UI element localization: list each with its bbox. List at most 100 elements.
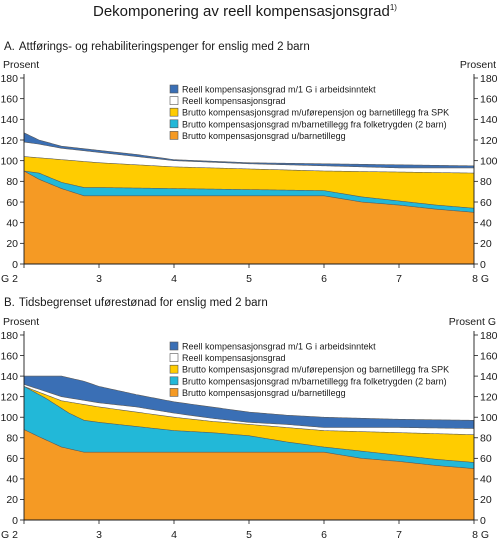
y-tick-label-right: 100 <box>480 412 498 424</box>
legend-swatch <box>169 388 179 397</box>
y-tick-label-left: 120 <box>0 135 18 147</box>
y-tick-label-right: 120 <box>480 391 498 403</box>
x-tick-label: 4 <box>171 273 177 285</box>
y-tick-label-left: 40 <box>6 474 18 486</box>
legend-swatch <box>169 364 179 374</box>
panel-a: A. Attførings- og rehabiliteringspenger f… <box>0 41 497 285</box>
x-tick-label: G 2 <box>1 273 18 285</box>
series-boundary-line <box>24 375 475 421</box>
x-tick-label: G 2 <box>1 529 18 541</box>
y-tick-label-right: 80 <box>480 433 492 445</box>
x-tick-label: 3 <box>96 529 102 541</box>
y-tick-label-right: 0 <box>480 515 486 527</box>
legend-label: Brutto kompensasjonsgrad m/uførepensjon … <box>182 108 449 118</box>
x-tick-label: 7 <box>396 273 402 285</box>
x-tick-label: 6 <box>321 273 327 285</box>
legend: Reell kompensasjonsgrad m/1 G i arbeidsi… <box>169 341 449 398</box>
x-tick-label: 7 <box>396 529 402 541</box>
y-tick-label-left: 100 <box>0 412 18 424</box>
y-tick-label-left: 60 <box>6 453 18 465</box>
y-tick-label-right: 140 <box>480 114 498 126</box>
series-area <box>24 171 474 264</box>
legend-label: Reell kompensasjonsgrad <box>182 353 286 363</box>
panel-title: A. Attførings- og rehabiliteringspenger f… <box>4 41 310 53</box>
y-tick-label-right: 0 <box>480 259 486 271</box>
legend-swatch <box>169 131 179 140</box>
figure-title: Dekomponering av reell kompensasjonsgrad… <box>93 3 397 20</box>
x-tick-label: 3 <box>96 273 102 285</box>
legend-swatch <box>169 96 179 105</box>
x-tick-label: 8 G <box>472 273 489 285</box>
series-area <box>24 429 474 520</box>
legend-swatch <box>169 341 179 351</box>
y-tick-label-right: 60 <box>480 453 492 465</box>
series-boundary-line <box>23 386 475 463</box>
x-tick-label: 6 <box>321 529 327 541</box>
legend: Reell kompensasjonsgrad m/1 G i arbeidsi… <box>169 84 449 141</box>
panel-label: A. <box>4 41 15 53</box>
y-tick-label-left: 20 <box>6 238 18 250</box>
y-tick-label-right: 40 <box>480 217 492 229</box>
y-tick-label-right: 80 <box>480 176 492 188</box>
figure-title-note: 1) <box>390 3 397 12</box>
series-boundary-line <box>23 141 474 169</box>
y-tick-label-right: 120 <box>480 135 498 147</box>
series-boundary-line <box>23 170 475 213</box>
panel-b: B. Tidsbegrenset uførestønad for enslig m… <box>0 297 497 541</box>
y-tick-label-right: 180 <box>480 73 498 85</box>
y-tick-label-left: 0 <box>12 259 18 271</box>
y-axis-left-label: Prosent <box>3 59 39 71</box>
legend-swatch <box>169 119 179 129</box>
legend-label: Brutto kompensasjonsgrad u/barnetillegg <box>182 131 346 141</box>
y-axis-right-label: Prosent G <box>449 316 496 328</box>
y-tick-label-right: 140 <box>480 371 498 383</box>
legend-label: Reell kompensasjonsgrad m/1 G i arbeidsi… <box>182 342 376 352</box>
y-tick-label-left: 80 <box>6 433 18 445</box>
y-tick-label-left: 160 <box>0 350 18 362</box>
y-tick-label-left: 40 <box>6 217 18 229</box>
legend-swatch <box>169 107 179 117</box>
series-boundary-line <box>23 156 475 174</box>
series-boundary-line <box>23 429 475 469</box>
y-tick-label-right: 40 <box>480 474 492 486</box>
y-tick-label-left: 140 <box>0 371 18 383</box>
y-tick-label-right: 180 <box>480 330 498 342</box>
legend-swatch <box>169 84 179 94</box>
y-tick-label-left: 60 <box>6 197 18 209</box>
y-tick-label-right: 160 <box>480 350 498 362</box>
x-tick-label: 4 <box>171 529 177 541</box>
y-tick-label-left: 180 <box>0 330 18 342</box>
x-tick-label: 5 <box>246 529 252 541</box>
series-boundary-line <box>23 170 475 209</box>
legend-swatch <box>169 353 179 362</box>
y-tick-label-left: 140 <box>0 114 18 126</box>
y-tick-label-left: 180 <box>0 73 18 85</box>
panel-title: B. Tidsbegrenset uførestønad for enslig m… <box>4 297 268 309</box>
series-boundary-line <box>23 384 475 429</box>
legend-swatch <box>169 376 179 386</box>
series-boundary-line <box>23 386 475 435</box>
legend-label: Brutto kompensasjonsgrad u/barnetillegg <box>182 388 346 398</box>
y-tick-label-left: 80 <box>6 176 18 188</box>
y-tick-label-right: 20 <box>480 238 492 250</box>
legend-label: Reell kompensasjonsgrad m/1 G i arbeidsi… <box>182 85 376 95</box>
x-tick-label: 5 <box>246 273 252 285</box>
series-boundary-line <box>23 132 475 167</box>
figure-title-text: Dekomponering av reell kompensasjonsgrad <box>93 3 390 20</box>
y-tick-label-right: 160 <box>480 93 498 105</box>
y-tick-label-right: 100 <box>480 155 498 167</box>
y-tick-label-left: 120 <box>0 391 18 403</box>
panel-title-text: Tidsbegrenset uførestønad for enslig med… <box>19 297 268 309</box>
legend-label: Brutto kompensasjonsgrad m/barnetillegg … <box>182 376 447 386</box>
y-axis-left-label: Prosent <box>3 316 39 328</box>
y-tick-label-left: 100 <box>0 155 18 167</box>
x-tick-label: 8 G <box>472 529 489 541</box>
panel-title-text: Attførings- og rehabiliteringspenger for… <box>19 41 310 53</box>
y-tick-label-left: 20 <box>6 494 18 506</box>
legend-label: Brutto kompensasjonsgrad m/uførepensjon … <box>182 365 449 375</box>
legend-label: Reell kompensasjonsgrad <box>182 96 286 106</box>
legend-label: Brutto kompensasjonsgrad m/barnetillegg … <box>182 119 447 129</box>
y-tick-label-left: 160 <box>0 93 18 105</box>
y-tick-label-right: 60 <box>480 197 492 209</box>
